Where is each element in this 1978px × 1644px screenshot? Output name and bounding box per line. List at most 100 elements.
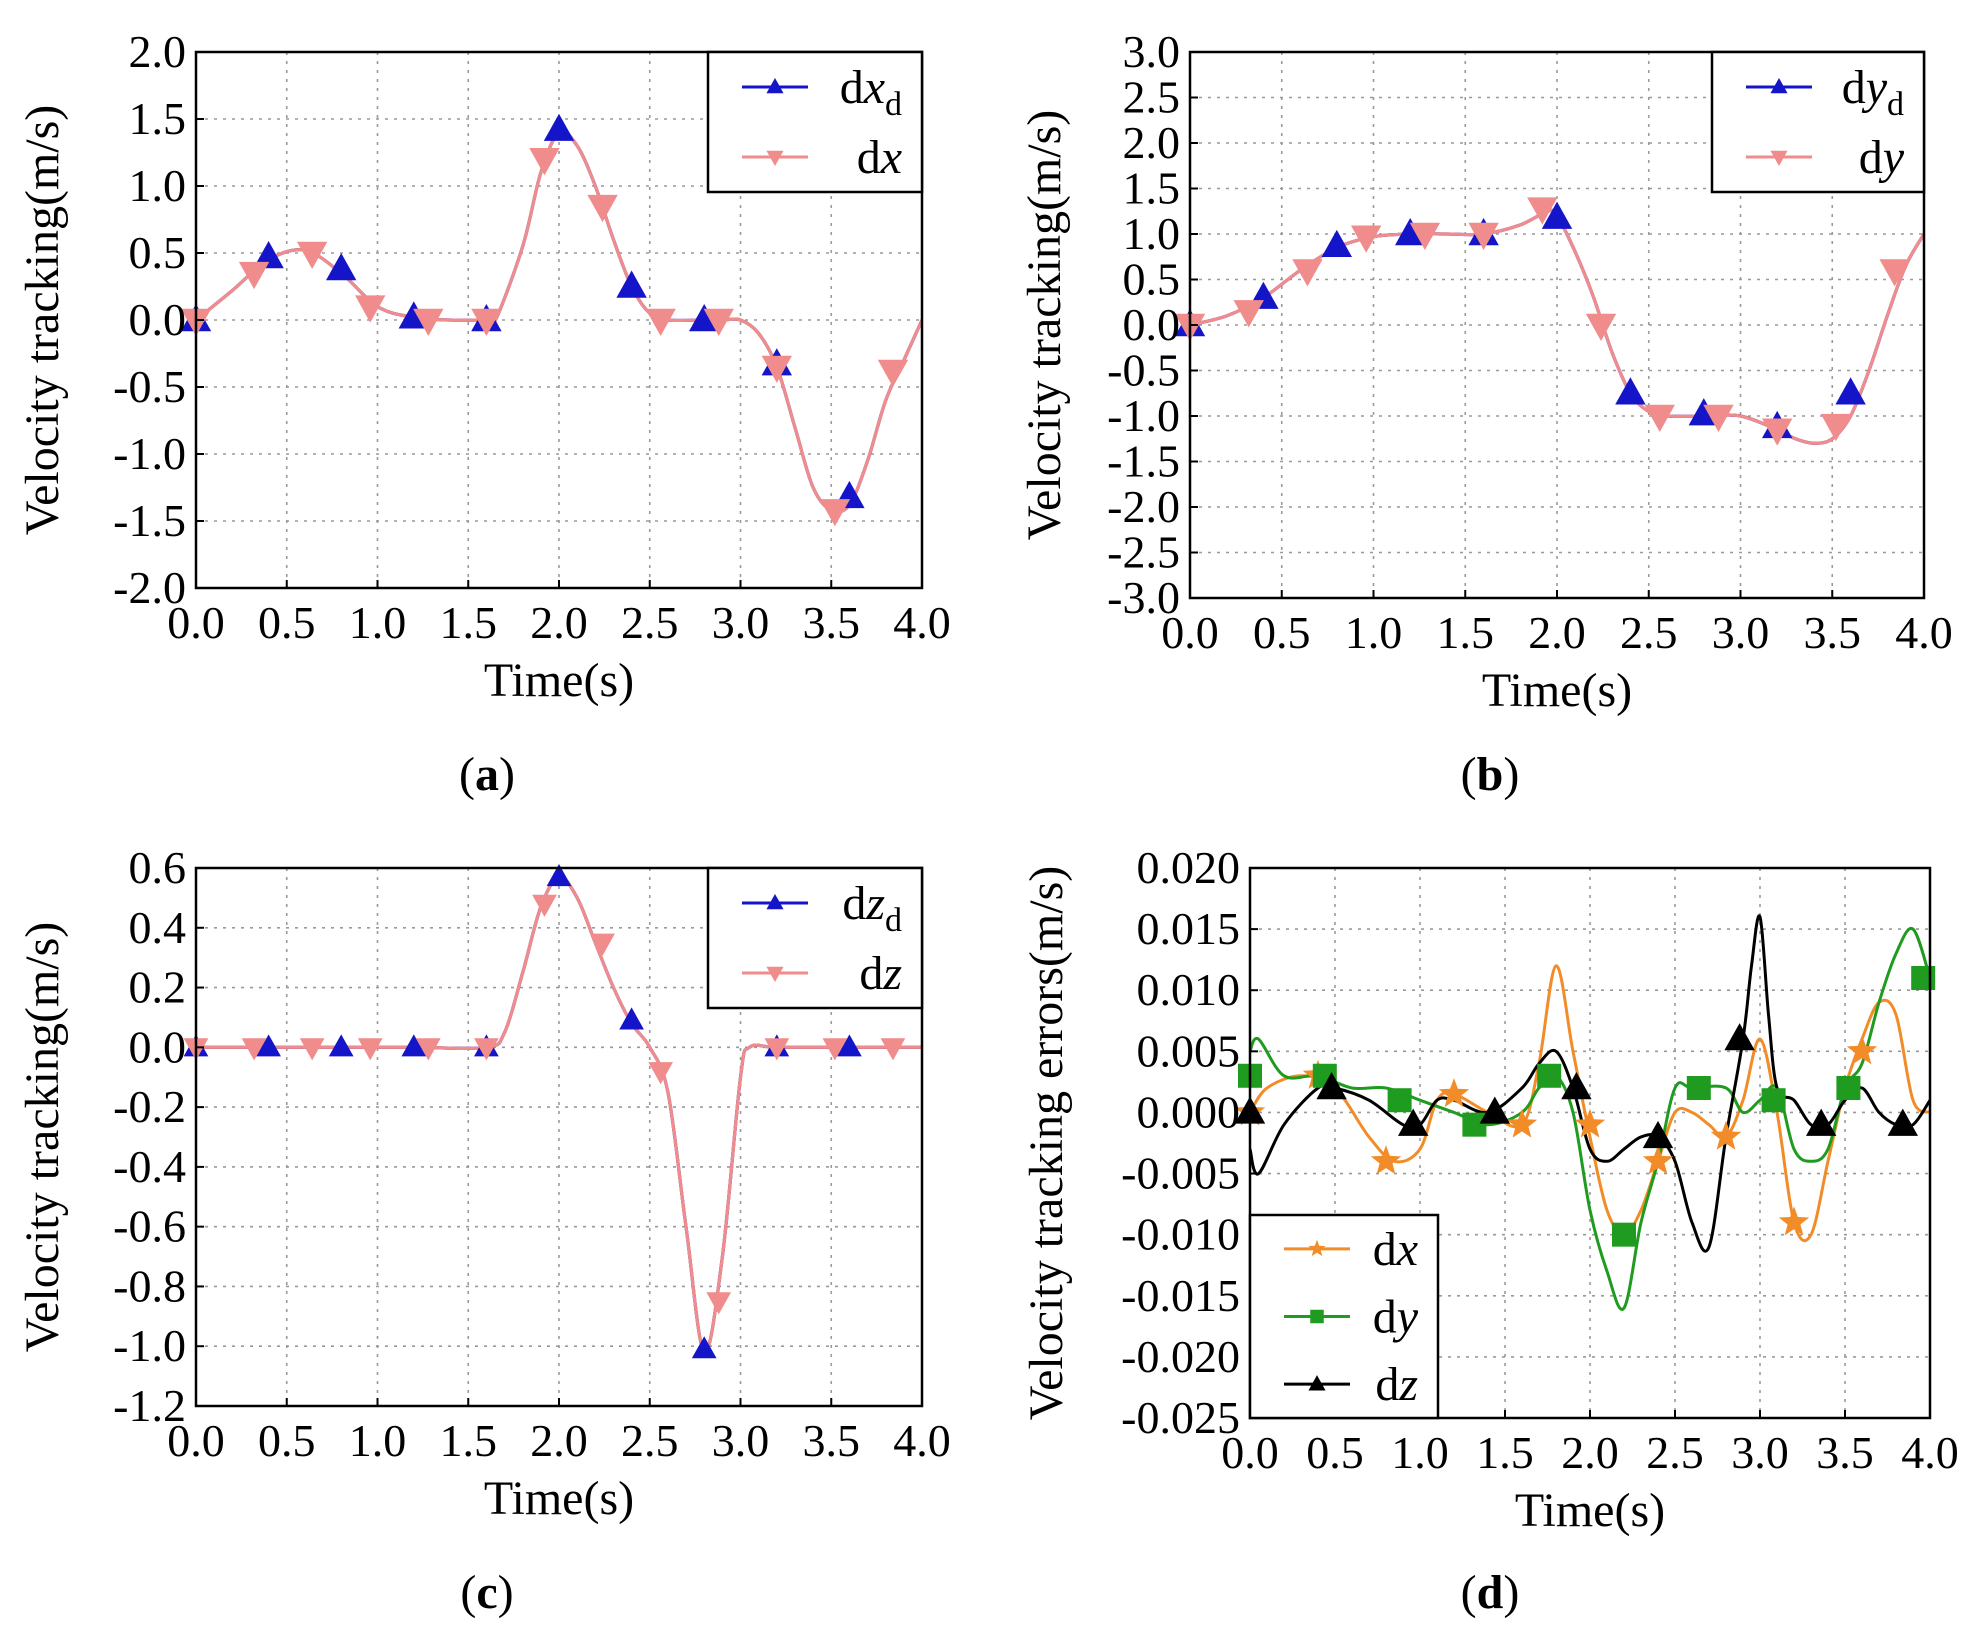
x-tick-label: 1.0 xyxy=(349,1415,407,1466)
legend-label-dx_d: dxd xyxy=(840,61,902,123)
x-axis-label: Time(s) xyxy=(484,654,634,707)
data-point-dz xyxy=(1479,1096,1510,1124)
x-tick-label: 0.0 xyxy=(1161,607,1219,658)
data-point-dz xyxy=(648,1062,673,1085)
y-tick-label: 2.5 xyxy=(1123,72,1181,123)
y-tick-label: 0.2 xyxy=(129,962,187,1013)
data-point-dx xyxy=(877,359,909,387)
y-axis-label: Velocity tracking errors(m/s) xyxy=(1020,866,1073,1420)
data-point-dx xyxy=(1846,1035,1878,1065)
series-line-dz xyxy=(1250,914,1930,1253)
caption-d: (d) xyxy=(1461,1566,1520,1619)
y-tick-label: 0.4 xyxy=(129,902,187,953)
legend-marker-dy_d xyxy=(1770,78,1788,94)
x-tick-label: 4.0 xyxy=(893,597,951,648)
legend: dyd dy xyxy=(1710,50,1926,194)
panel-b: 0.0 0.5 1.0 1.5 2.0 2.5 3.0 3.5 4.03.02.52.01.51… xyxy=(1018,26,1953,717)
y-tick-label: 0.000 xyxy=(1137,1086,1241,1137)
legend-marker-dx xyxy=(1308,1239,1326,1257)
data-point-dz xyxy=(415,1038,441,1061)
x-tick-label: 1.5 xyxy=(440,597,498,648)
data-point-dy_d xyxy=(1395,218,1426,246)
data-point-dy xyxy=(1387,1088,1412,1113)
data-point-dy xyxy=(1527,197,1558,225)
data-point-dz xyxy=(590,933,615,956)
data-point-dy xyxy=(1836,1076,1861,1100)
x-tick-label: 4.0 xyxy=(1901,1427,1959,1478)
x-tick-label: 1.0 xyxy=(1345,607,1403,658)
legend: dx dy dz xyxy=(1248,1213,1440,1420)
legend-label-dz_d: dzd xyxy=(842,877,902,939)
data-point-dx xyxy=(413,308,444,336)
data-point-dx xyxy=(1438,1078,1470,1108)
x-tick-label: 0.5 xyxy=(1306,1427,1364,1478)
x-tick-label: 0.0 xyxy=(1221,1427,1279,1478)
legend-marker-dz xyxy=(1308,1375,1326,1391)
legend-label-dx: dx xyxy=(857,131,902,184)
data-point-dy xyxy=(1612,1222,1636,1247)
x-tick-label: 1.5 xyxy=(1476,1427,1534,1478)
data-point-dy_d xyxy=(1541,201,1573,229)
x-tick-label: 2.5 xyxy=(621,1415,679,1466)
data-point-dy_d xyxy=(1615,377,1646,405)
y-tick-label: -0.010 xyxy=(1121,1209,1240,1260)
legend-marker-dy xyxy=(1310,1309,1324,1324)
data-point-dx xyxy=(703,308,734,336)
y-tick-label: -0.020 xyxy=(1121,1331,1240,1382)
legend-marker-dx xyxy=(766,150,784,166)
data-point-dz xyxy=(1724,1023,1755,1051)
data-point-dx xyxy=(529,148,560,176)
caption-b: (b) xyxy=(1461,748,1520,801)
y-tick-label: 0.5 xyxy=(1123,254,1181,305)
panel-d: 0.0 0.5 1.0 1.5 2.0 2.5 3.0 3.5 4.0 0.020 0.015 0.0… xyxy=(1020,842,1959,1537)
x-tick-label: 3.0 xyxy=(1731,1427,1789,1478)
x-axis-label: Time(s) xyxy=(484,1472,634,1525)
y-tick-label: 3.0 xyxy=(1123,26,1181,77)
x-tick-label: 3.5 xyxy=(1804,607,1862,658)
y-tick-label: 0.020 xyxy=(1137,842,1241,893)
data-point-dx_d xyxy=(253,241,284,269)
y-tick-label: 1.0 xyxy=(1123,208,1181,259)
data-point-dx xyxy=(1642,1145,1674,1175)
x-tick-label: 3.5 xyxy=(803,1415,861,1466)
data-point-dy xyxy=(1820,413,1852,442)
data-point-dy xyxy=(1703,404,1734,432)
data-point-dz xyxy=(1398,1108,1429,1136)
data-point-dz xyxy=(241,1038,267,1061)
data-point-dz xyxy=(822,1038,848,1061)
legend-marker-dz xyxy=(766,966,784,982)
y-axis-label: Velocity tracking(m/s) xyxy=(16,922,69,1353)
legend-label-dy_d: dyd xyxy=(1842,61,1904,123)
x-tick-label: 2.5 xyxy=(1620,607,1678,658)
data-point-dy xyxy=(1350,225,1382,253)
data-point-dy xyxy=(1292,259,1323,287)
data-point-dy xyxy=(1761,1088,1786,1113)
data-point-dy xyxy=(1686,1076,1711,1100)
data-point-dy xyxy=(1585,313,1617,341)
y-tick-label: -0.8 xyxy=(113,1260,186,1311)
y-tick-label: -2.5 xyxy=(1107,527,1180,578)
data-point-dy_d xyxy=(1321,229,1352,258)
data-point-dy xyxy=(1911,966,1936,990)
data-point-dy xyxy=(1409,222,1441,250)
y-tick-label: 1.5 xyxy=(129,93,187,144)
legend-label-dz: dz xyxy=(859,947,902,1000)
y-tick-label: -2.0 xyxy=(1107,481,1180,532)
x-tick-label: 0.5 xyxy=(1253,607,1311,658)
data-point-dx xyxy=(587,194,618,223)
legend-box xyxy=(1710,50,1926,194)
y-tick-label: -0.2 xyxy=(113,1081,186,1132)
data-point-dz xyxy=(764,1038,790,1061)
x-tick-label: 3.0 xyxy=(712,1415,770,1466)
data-point-dy xyxy=(1879,259,1910,287)
data-point-dz_d xyxy=(546,863,572,887)
data-point-dz xyxy=(357,1038,383,1061)
y-tick-label: 0.6 xyxy=(129,842,187,893)
x-tick-label: 3.0 xyxy=(712,597,770,648)
data-point-dx xyxy=(1710,1120,1742,1150)
x-tick-label: 1.0 xyxy=(349,597,407,648)
y-tick-label: -0.005 xyxy=(1121,1148,1240,1199)
y-tick-label: 0.5 xyxy=(129,227,187,278)
data-point-dz_d xyxy=(837,1034,862,1057)
x-tick-label: 2.0 xyxy=(530,1415,588,1466)
